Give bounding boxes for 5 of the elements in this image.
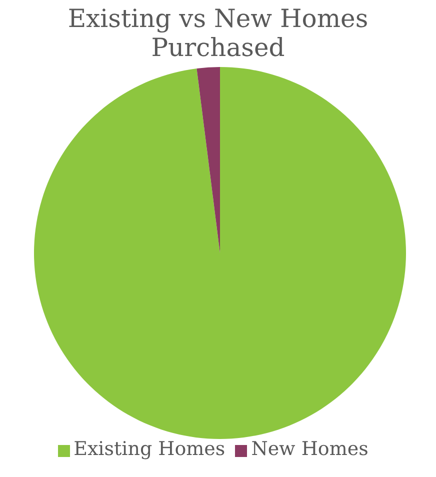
pie-slice bbox=[196, 67, 220, 253]
chart-title: Existing vs New Homes Purchased bbox=[66, 4, 370, 62]
pie-slice bbox=[34, 67, 406, 439]
legend-label: New Homes bbox=[251, 438, 368, 460]
legend-label: Existing Homes bbox=[74, 438, 226, 460]
